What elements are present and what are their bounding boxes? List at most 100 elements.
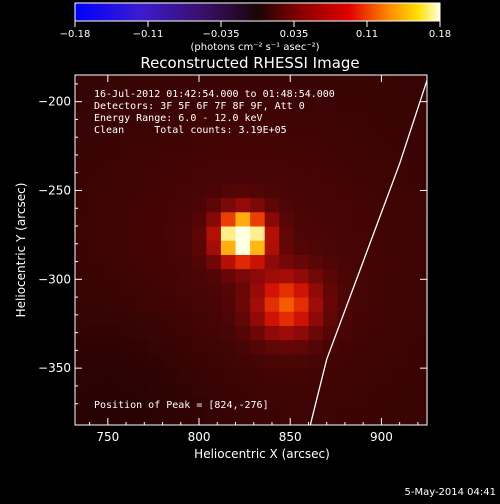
heatmap-cell bbox=[220, 297, 236, 312]
heatmap-cell bbox=[206, 183, 222, 199]
heatmap-cell bbox=[366, 311, 382, 326]
heatmap-cell bbox=[293, 169, 309, 184]
colorbar-tick-label: 0.035 bbox=[280, 29, 309, 40]
heatmap-cell bbox=[177, 112, 193, 128]
heatmap-cell bbox=[206, 75, 222, 85]
heatmap-cell bbox=[235, 311, 251, 326]
heatmap-cell bbox=[147, 226, 164, 241]
heatmap-cell bbox=[147, 169, 164, 184]
heatmap-cell bbox=[162, 197, 178, 213]
heatmap-cell bbox=[337, 240, 353, 255]
heatmap-cell bbox=[104, 226, 120, 241]
heatmap-cell bbox=[279, 83, 295, 99]
heatmap-cell bbox=[279, 140, 295, 156]
heatmap-cell bbox=[133, 126, 149, 142]
heatmap-cell bbox=[118, 169, 134, 184]
heatmap-cell bbox=[293, 211, 309, 227]
clean-counts-text: Clean Total counts: 3.19E+05 bbox=[94, 125, 287, 136]
heatmap-cell bbox=[352, 183, 368, 199]
heatmap-cell bbox=[395, 75, 412, 85]
heatmap-cell bbox=[264, 297, 280, 312]
heatmap-cell bbox=[308, 197, 324, 213]
heatmap-cell bbox=[395, 282, 412, 298]
heatmap-cell bbox=[118, 197, 134, 213]
heatmap-cell bbox=[352, 353, 368, 369]
heatmap-cell bbox=[118, 282, 134, 298]
footer-timestamp: 5-May-2014 04:41 bbox=[404, 487, 496, 498]
heatmap-cell bbox=[293, 183, 309, 199]
heatmap-cell bbox=[323, 410, 339, 425]
heatmap-cell bbox=[264, 240, 280, 255]
heatmap-cell bbox=[191, 410, 207, 425]
heatmap-cell bbox=[89, 240, 105, 255]
heatmap-cell bbox=[250, 282, 266, 298]
info-annotations: 16-Jul-2012 01:42:54.000 to 01:48:54.000… bbox=[94, 89, 335, 411]
heatmap-cell bbox=[191, 339, 207, 355]
heatmap-cell bbox=[381, 396, 397, 412]
heatmap-cell bbox=[104, 140, 120, 156]
heatmap-cell bbox=[133, 183, 149, 199]
heatmap-cell bbox=[381, 368, 397, 383]
heatmap-cell bbox=[220, 183, 236, 199]
heatmap-cell bbox=[425, 83, 427, 99]
colorbar-tick-label: −0.18 bbox=[60, 29, 91, 40]
heatmap-cell bbox=[206, 325, 222, 341]
heatmap-cell bbox=[147, 75, 164, 85]
heatmap-cell bbox=[337, 311, 353, 326]
heatmap-cell bbox=[337, 140, 353, 156]
heatmap-cell bbox=[381, 75, 397, 85]
heatmap-cell bbox=[425, 169, 427, 184]
heatmap-cell bbox=[177, 339, 193, 355]
heatmap-cell bbox=[381, 339, 397, 355]
y-axis-label: Heliocentric Y (arcsec) bbox=[14, 183, 28, 318]
heatmap-cell bbox=[75, 240, 91, 255]
heatmap-cell bbox=[366, 75, 382, 85]
heatmap-cell bbox=[206, 254, 222, 270]
heatmap-cell bbox=[104, 211, 120, 227]
heatmap-cell bbox=[162, 268, 178, 284]
heatmap-cell bbox=[279, 154, 295, 170]
colorbar: −0.18 −0.11 −0.035 0.035 0.11 0.18 (photons c… bbox=[60, 2, 451, 53]
heatmap-cell bbox=[323, 311, 339, 326]
heatmap-cell bbox=[308, 83, 324, 99]
heatmap-cell bbox=[308, 112, 324, 128]
heatmap-cell bbox=[206, 382, 222, 398]
heatmap-cell bbox=[410, 254, 426, 270]
colorbar-gradient bbox=[74, 2, 441, 22]
heatmap-cell bbox=[337, 339, 353, 355]
heatmap-cell bbox=[75, 382, 91, 398]
heatmap-cell bbox=[308, 226, 324, 241]
y-tick-label: −300 bbox=[38, 272, 71, 286]
plot-frame bbox=[74, 74, 428, 426]
heatmap-cell bbox=[425, 154, 427, 170]
heatmap-cell bbox=[177, 353, 193, 369]
heatmap-cell bbox=[220, 112, 236, 128]
heatmap-cell bbox=[89, 140, 105, 156]
heatmap-cell bbox=[118, 254, 134, 270]
heatmap-cell bbox=[118, 410, 134, 425]
heatmap-cell bbox=[191, 226, 207, 241]
heatmap-cell bbox=[220, 154, 236, 170]
heatmap-cell bbox=[425, 211, 427, 227]
heatmap-cell bbox=[104, 268, 120, 284]
heatmap-cell bbox=[366, 98, 382, 113]
heatmap-cell bbox=[191, 297, 207, 312]
heatmap-cell bbox=[279, 339, 295, 355]
heatmap-cell bbox=[366, 197, 382, 213]
heatmap-cell bbox=[323, 325, 339, 341]
heatmap-cell bbox=[147, 268, 164, 284]
heatmap-cell bbox=[147, 311, 164, 326]
heatmap-cell bbox=[308, 311, 324, 326]
heatmap-cell bbox=[133, 169, 149, 184]
heatmap-cell bbox=[250, 112, 266, 128]
heatmap-cell bbox=[75, 169, 91, 184]
heatmap-cell bbox=[366, 353, 382, 369]
heatmap-cell bbox=[75, 410, 91, 425]
heatmap-cell bbox=[395, 368, 412, 383]
heatmap-cell bbox=[279, 282, 295, 298]
heatmap-cell bbox=[75, 282, 91, 298]
heatmap-cell bbox=[75, 353, 91, 369]
heatmap-cell bbox=[293, 98, 309, 113]
heatmap-cell bbox=[177, 140, 193, 156]
heatmap-cell bbox=[352, 368, 368, 383]
